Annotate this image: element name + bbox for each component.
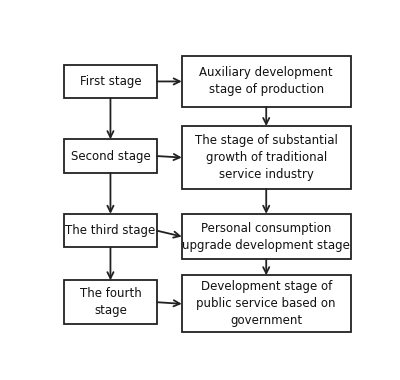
Bar (64, 214, 157, 247)
Bar (182, 56, 351, 107)
Text: Second stage: Second stage (70, 150, 150, 163)
Text: Personal consumption
upgrade development stage: Personal consumption upgrade development… (182, 222, 350, 252)
Text: The stage of substantial
growth of traditional
service industry: The stage of substantial growth of tradi… (195, 134, 338, 181)
Text: The fourth
stage: The fourth stage (80, 287, 141, 317)
Text: Auxiliary development
stage of production: Auxiliary development stage of productio… (200, 66, 333, 97)
Bar (182, 275, 351, 332)
Bar (64, 280, 157, 324)
Bar (182, 126, 351, 189)
Text: First stage: First stage (80, 75, 141, 88)
Bar (64, 139, 157, 173)
Text: Development stage of
public service based on
government: Development stage of public service base… (196, 280, 336, 327)
Bar (182, 214, 351, 259)
Bar (64, 65, 157, 98)
Text: The third stage: The third stage (65, 224, 156, 237)
